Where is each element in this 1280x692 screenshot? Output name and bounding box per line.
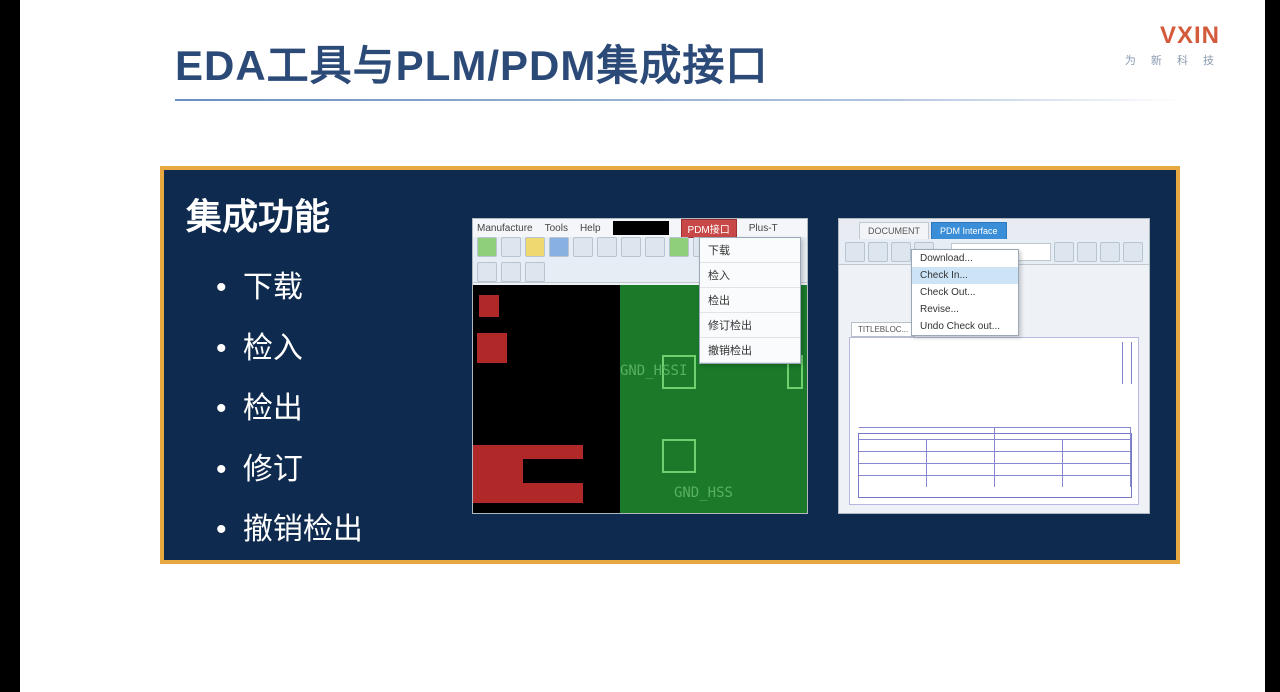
toolbar-button[interactable] [645, 237, 665, 257]
toolbar-button[interactable] [845, 242, 865, 262]
title-row [859, 427, 1131, 439]
toolbar-button[interactable] [891, 242, 911, 262]
title-cell [859, 464, 927, 475]
pcb-shape [479, 295, 499, 317]
title-cell [1063, 452, 1131, 463]
toolbar-button[interactable] [573, 237, 593, 257]
menu-item[interactable]: Manufacture [477, 223, 533, 234]
dropdown-item[interactable]: Check In... [912, 267, 1018, 284]
toolbar-button[interactable] [868, 242, 888, 262]
dropdown-item[interactable]: 撤销检出 [700, 338, 800, 363]
pdm-dropdown2: Download... Check In... Check Out... Rev… [911, 249, 1019, 336]
title-cell [859, 476, 927, 487]
title-cell [859, 440, 927, 451]
header: EDA工具与PLM/PDM集成接口 [175, 32, 1215, 101]
dropdown-item[interactable]: 修订检出 [700, 313, 800, 338]
toolbar-button[interactable] [1123, 242, 1143, 262]
dropdown-item[interactable]: 下载 [700, 238, 800, 263]
title-cell [927, 476, 995, 487]
title-cell [995, 428, 1131, 439]
logo-main: VXIN [1125, 22, 1220, 50]
menu-pdm[interactable]: PDM接口 [681, 219, 737, 238]
title-cell [1063, 476, 1131, 487]
dropdown-item[interactable]: 检出 [700, 288, 800, 313]
title-cell [927, 440, 995, 451]
menu-item[interactable]: Plus-T [749, 223, 778, 234]
drawing-margin [1122, 342, 1132, 384]
title-row [859, 463, 1131, 475]
title-block [859, 427, 1131, 497]
title-cell [859, 428, 995, 439]
title-cell [995, 476, 1063, 487]
pcb-label: GND_HSS [674, 485, 733, 501]
toolbar-button[interactable] [477, 262, 497, 282]
toolbar-button[interactable] [549, 237, 569, 257]
logo: VXIN 为 新 科 技 [1125, 22, 1220, 68]
slide: EDA工具与PLM/PDM集成接口 VXIN 为 新 科 技 集成功能 下载 检… [20, 0, 1265, 692]
menu-blank [613, 221, 669, 235]
title-row [859, 451, 1131, 463]
dropdown-item[interactable]: Download... [912, 250, 1018, 267]
dropdown-item[interactable]: Revise... [912, 301, 1018, 318]
menubar: Manufacture Tools Help PDM接口 Plus-T [473, 219, 807, 237]
title-cell [927, 452, 995, 463]
dropdown-item[interactable]: Check Out... [912, 284, 1018, 301]
title-row [859, 475, 1131, 487]
title-cell [1063, 440, 1131, 451]
dropdown-item[interactable]: 检入 [700, 263, 800, 288]
pdm-dropdown: 下载 检入 检出 修订检出 撤销检出 [699, 237, 801, 364]
toolbar-button[interactable] [525, 237, 545, 257]
pcb-shape [523, 459, 595, 483]
pcb-pad [662, 439, 696, 473]
pcb-shape [477, 333, 507, 363]
tab-document[interactable]: DOCUMENT [859, 222, 929, 239]
screenshot-pcb: Manufacture Tools Help PDM接口 Plus-T [472, 218, 808, 514]
toolbar-button[interactable] [621, 237, 641, 257]
doc-tab[interactable]: TITLEBLOC... [851, 322, 915, 337]
toolbar-button[interactable] [477, 237, 497, 257]
doc-canvas [849, 337, 1139, 505]
drawing-frame [858, 433, 1132, 498]
menu-item[interactable]: Help [580, 223, 601, 234]
toolbar-button[interactable] [1077, 242, 1097, 262]
canvas-left [473, 285, 620, 513]
toolbar-button[interactable] [501, 237, 521, 257]
toolbar-button[interactable] [1100, 242, 1120, 262]
slide-title: EDA工具与PLM/PDM集成接口 [175, 32, 1215, 93]
toolbar-button[interactable] [1054, 242, 1074, 262]
dropdown-item[interactable]: Undo Check out... [912, 318, 1018, 335]
tab-pdm-interface[interactable]: PDM Interface [931, 222, 1007, 239]
title-underline [175, 99, 1185, 101]
toolbar-button[interactable] [525, 262, 545, 282]
screenshot-doc: DOCUMENT PDM Interface Download... [838, 218, 1150, 514]
logo-sub: 为 新 科 技 [1125, 52, 1220, 68]
title-cell [995, 464, 1063, 475]
title-cell [859, 452, 927, 463]
title-cell [927, 464, 995, 475]
title-cell [1063, 464, 1131, 475]
title-cell [995, 452, 1063, 463]
title-row [859, 439, 1131, 451]
menu-item[interactable]: Tools [545, 223, 568, 234]
doc-tabs: DOCUMENT PDM Interface [839, 219, 1149, 239]
toolbar-button[interactable] [669, 237, 689, 257]
title-cell [995, 440, 1063, 451]
content-box: 集成功能 下载 检入 检出 修订 撤销检出 Manufacture Tools … [160, 166, 1180, 564]
screenshots: Manufacture Tools Help PDM接口 Plus-T [472, 218, 1150, 514]
pcb-label: GND_HSSI [620, 363, 687, 379]
toolbar-button[interactable] [501, 262, 521, 282]
toolbar-button[interactable] [597, 237, 617, 257]
